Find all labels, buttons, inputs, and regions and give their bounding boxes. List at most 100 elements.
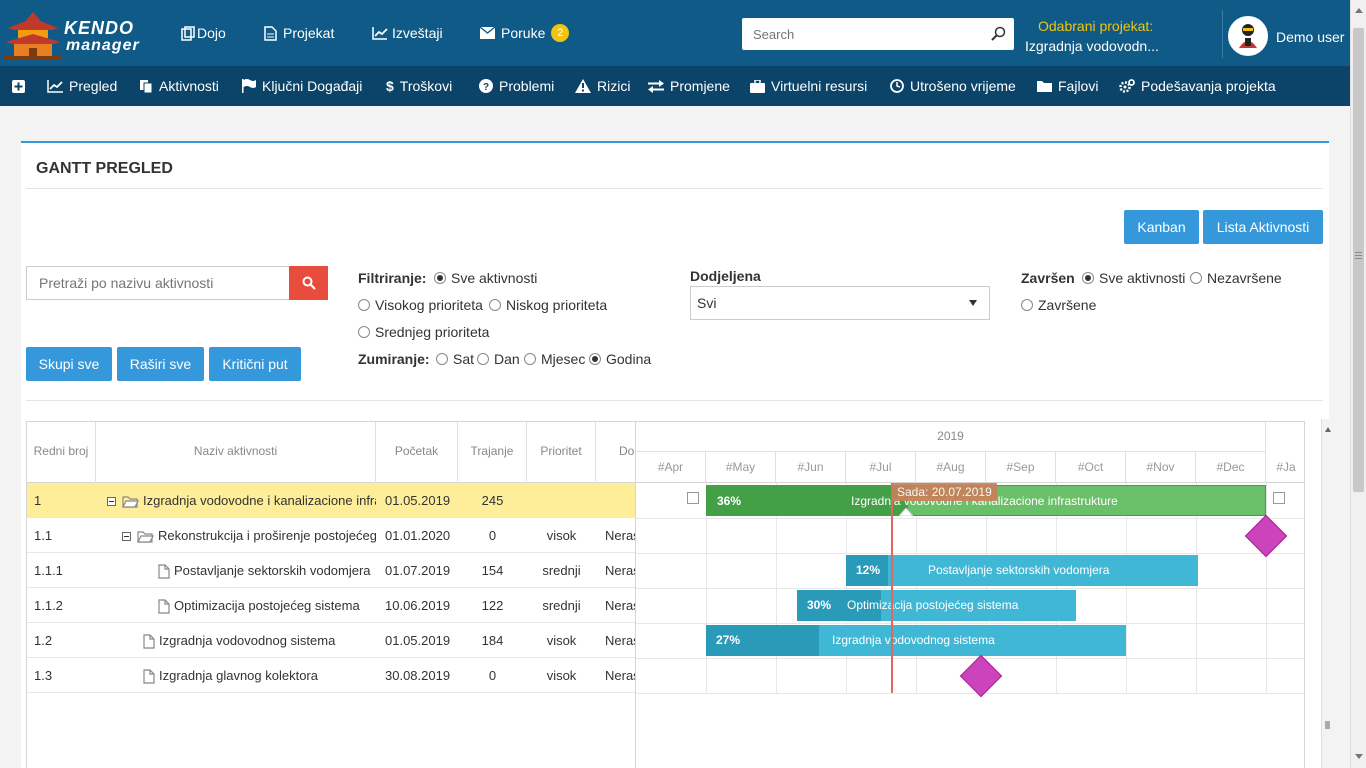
col-naziv[interactable]: Naziv aktivnosti (96, 422, 376, 483)
subnav-kljucni-dogadjaji[interactable]: Ključni Događaji (241, 66, 362, 106)
radio-unchecked[interactable] (436, 353, 448, 365)
zoom-mjesec[interactable]: Mjesec (524, 351, 585, 367)
month-header: #Dec (1196, 452, 1266, 483)
kendo-manager-logo[interactable]: KENDO manager (4, 10, 154, 60)
page-scrollbar[interactable] (1350, 0, 1366, 768)
table-row[interactable]: 1 Izgradnja vodovodne i kanalizacione in… (27, 483, 635, 518)
collapse-toggle[interactable] (107, 497, 116, 507)
done-finished[interactable]: Završene (1021, 297, 1096, 313)
search-icon[interactable] (991, 26, 1006, 41)
subnav-virtuelni-resursi[interactable]: Virtuelni resursi (750, 66, 867, 106)
radio-unchecked[interactable] (1190, 272, 1202, 284)
done-finished-label: Završene (1038, 297, 1097, 313)
scroll-up-icon[interactable] (1355, 8, 1363, 13)
subnav-troskovi[interactable]: $ Troškovi (386, 66, 452, 106)
subnav-fajlovi[interactable]: Fajlovi (1037, 66, 1098, 106)
table-row[interactable]: 1.1 Rekonstrukcija i proširenje postojeć… (27, 518, 635, 553)
lista-aktivnosti-button[interactable]: Lista Aktivnosti (1203, 210, 1323, 244)
svg-text:?: ? (483, 82, 489, 93)
radio-unchecked[interactable] (477, 353, 489, 365)
table-row[interactable]: 1.3 Izgradnja glavnog kolektora 30.08.20… (27, 658, 635, 693)
gantt-bar-task[interactable]: 27% Izgradnja vodovodnog sistema (706, 625, 1126, 656)
scroll-thumb[interactable] (1325, 721, 1330, 729)
briefcase-icon (750, 79, 765, 93)
question-circle-icon: ? (479, 79, 493, 93)
kanban-button[interactable]: Kanban (1124, 210, 1199, 244)
nav-projekat-label: Projekat (283, 25, 335, 41)
collapse-toggle[interactable] (122, 532, 131, 542)
scroll-up-icon[interactable] (1325, 427, 1331, 432)
radio-checked[interactable] (1082, 272, 1094, 284)
col-dodjeljeno[interactable]: Do (619, 444, 635, 458)
expand-all-button[interactable]: Raširi sve (117, 347, 204, 381)
activity-search-button[interactable] (289, 266, 328, 300)
zoom-godina[interactable]: Godina (589, 351, 651, 367)
gantt-bar-task[interactable]: 30% Optimizacija postojećeg sistema (797, 590, 1076, 621)
subnav-pregled[interactable]: Pregled (47, 66, 117, 106)
summary-start-checkbox[interactable] (687, 492, 699, 504)
month-header: #Aug (916, 452, 986, 483)
row-priority: visok (546, 668, 577, 683)
subnav-problemi[interactable]: ? Problemi (479, 66, 554, 106)
scroll-down-icon[interactable] (1355, 754, 1363, 759)
subnav-podesavanja[interactable]: Podešavanja projekta (1119, 66, 1276, 106)
filter-low[interactable]: Niskog prioriteta (489, 297, 607, 313)
filter-medium[interactable]: Srednjeg prioriteta (358, 324, 489, 340)
col-prioritet[interactable]: Prioritet (527, 422, 596, 483)
radio-unchecked[interactable] (1021, 299, 1033, 311)
table-row[interactable]: 1.1.2 Optimizacija postojećeg sistema 10… (27, 588, 635, 623)
scroll-thumb[interactable] (1353, 28, 1364, 492)
zoom-dan[interactable]: Dan (477, 351, 520, 367)
global-search-input[interactable] (742, 18, 982, 50)
done-unfinished[interactable]: Nezavršene (1190, 270, 1282, 286)
row-assigned (605, 483, 635, 518)
row-start: 01.05.2019 (385, 493, 451, 508)
col-pocetak[interactable]: Početak (376, 422, 458, 483)
nav-izvestaji[interactable]: Izveštaji (372, 0, 443, 66)
nav-projekat[interactable]: Projekat (264, 0, 334, 66)
assigned-select[interactable]: Svi (690, 286, 990, 320)
milestone-diamond[interactable] (959, 654, 1003, 698)
subnav-utroseno-vrijeme-label: Utrošeno vrijeme (910, 78, 1016, 94)
summary-end-checkbox[interactable] (1273, 492, 1285, 504)
gantt-bar-task[interactable]: 12% Postavljanje sektorskih vodomjera (846, 555, 1198, 586)
subnav-rizici[interactable]: Rizici (575, 66, 630, 106)
selected-project-name[interactable]: Izgradnja vodovodn... (1025, 38, 1159, 54)
row-name-cell: Izgradnja glavnog kolektora (143, 658, 376, 693)
nav-dojo[interactable]: Dojo (181, 0, 226, 66)
row-start: 01.05.2019 (385, 633, 451, 648)
subnav-promjene[interactable]: Promjene (648, 66, 730, 106)
filter-all[interactable]: Sve aktivnosti (434, 270, 537, 286)
radio-checked[interactable] (434, 272, 446, 284)
zoom-sat[interactable]: Sat (436, 351, 474, 367)
col-redni-broj[interactable]: Redni broj (27, 422, 96, 483)
row-duration: 0 (488, 528, 497, 543)
filter-high[interactable]: Visokog prioriteta (358, 297, 483, 313)
radio-unchecked[interactable] (358, 299, 370, 311)
row-assigned: Neras (605, 633, 635, 648)
subnav-utroseno-vrijeme[interactable]: Utrošeno vrijeme (890, 66, 1016, 106)
done-label: Završen (1021, 270, 1075, 286)
table-row[interactable]: 1.2 Izgradnja vodovodnog sistema 01.05.2… (27, 623, 635, 658)
activity-search-input[interactable] (27, 267, 289, 299)
subnav-aktivnosti[interactable]: Aktivnosti (139, 66, 219, 106)
nav-poruke[interactable]: Poruke 2 (480, 0, 570, 66)
radio-unchecked[interactable] (489, 299, 501, 311)
collapse-all-button[interactable]: Skupi sve (26, 347, 112, 381)
milestone-diamond[interactable] (1244, 514, 1288, 558)
subnav-add[interactable] (12, 66, 25, 106)
subnav-podesavanja-label: Podešavanja projekta (1141, 78, 1276, 94)
critical-path-button[interactable]: Kritični put (209, 347, 301, 381)
radio-checked[interactable] (589, 353, 601, 365)
timeline-scrollbar[interactable] (1321, 419, 1333, 768)
bar-percent: 12% (856, 563, 881, 577)
radio-unchecked[interactable] (358, 326, 370, 338)
user-name[interactable]: Demo user (1276, 29, 1345, 45)
done-all[interactable]: Sve aktivnosti (1082, 270, 1185, 286)
table-row[interactable]: 1.1.1 Postavljanje sektorskih vodomjera … (27, 553, 635, 588)
avatar[interactable] (1228, 16, 1268, 56)
global-search (742, 18, 1014, 50)
col-trajanje[interactable]: Trajanje (458, 422, 527, 483)
bar-title: Izgradnja vodovodnog sistema (832, 633, 995, 647)
radio-unchecked[interactable] (524, 353, 536, 365)
